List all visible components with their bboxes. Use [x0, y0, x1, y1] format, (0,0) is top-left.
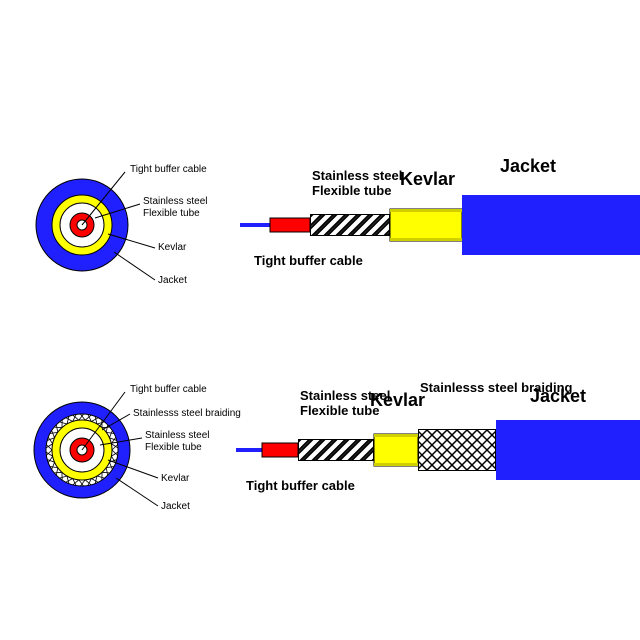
side-layer-4 — [462, 195, 640, 255]
side-label: Tight buffer cable — [246, 478, 355, 493]
cross-label: Stainless steel — [145, 430, 209, 441]
side-label: Tight buffer cable — [254, 253, 363, 268]
side-layer-3 — [390, 209, 462, 241]
cross-label: Stainless steel — [143, 196, 207, 207]
side-layer-1 — [270, 218, 310, 232]
side-label: Jacket — [530, 386, 586, 406]
cross-label: Jacket — [161, 501, 190, 512]
side-layer-1 — [262, 443, 298, 457]
cross-label: Jacket — [158, 275, 187, 286]
cable-diagram: Tight buffer cableStainless steelFlexibl… — [0, 0, 640, 640]
cross-label: Kevlar — [158, 242, 187, 253]
cross-label: Tight buffer cable — [130, 384, 207, 395]
cross-label: Flexible tube — [145, 442, 202, 453]
side-label: Flexible tube — [312, 183, 391, 198]
side-label: Kevlar — [370, 390, 425, 410]
cross-label: Kevlar — [161, 473, 190, 484]
side-label: Stainless steel — [312, 168, 402, 183]
side-label: Flexible tube — [300, 403, 379, 418]
cross-label: Tight buffer cable — [130, 164, 207, 175]
side-layer-3 — [374, 434, 418, 466]
side-label: Jacket — [500, 156, 556, 176]
cross-label: Stainlesss steel braiding — [133, 408, 241, 419]
side-label: Kevlar — [400, 169, 455, 189]
side-layer-5 — [496, 420, 640, 480]
cross-label: Flexible tube — [143, 208, 200, 219]
